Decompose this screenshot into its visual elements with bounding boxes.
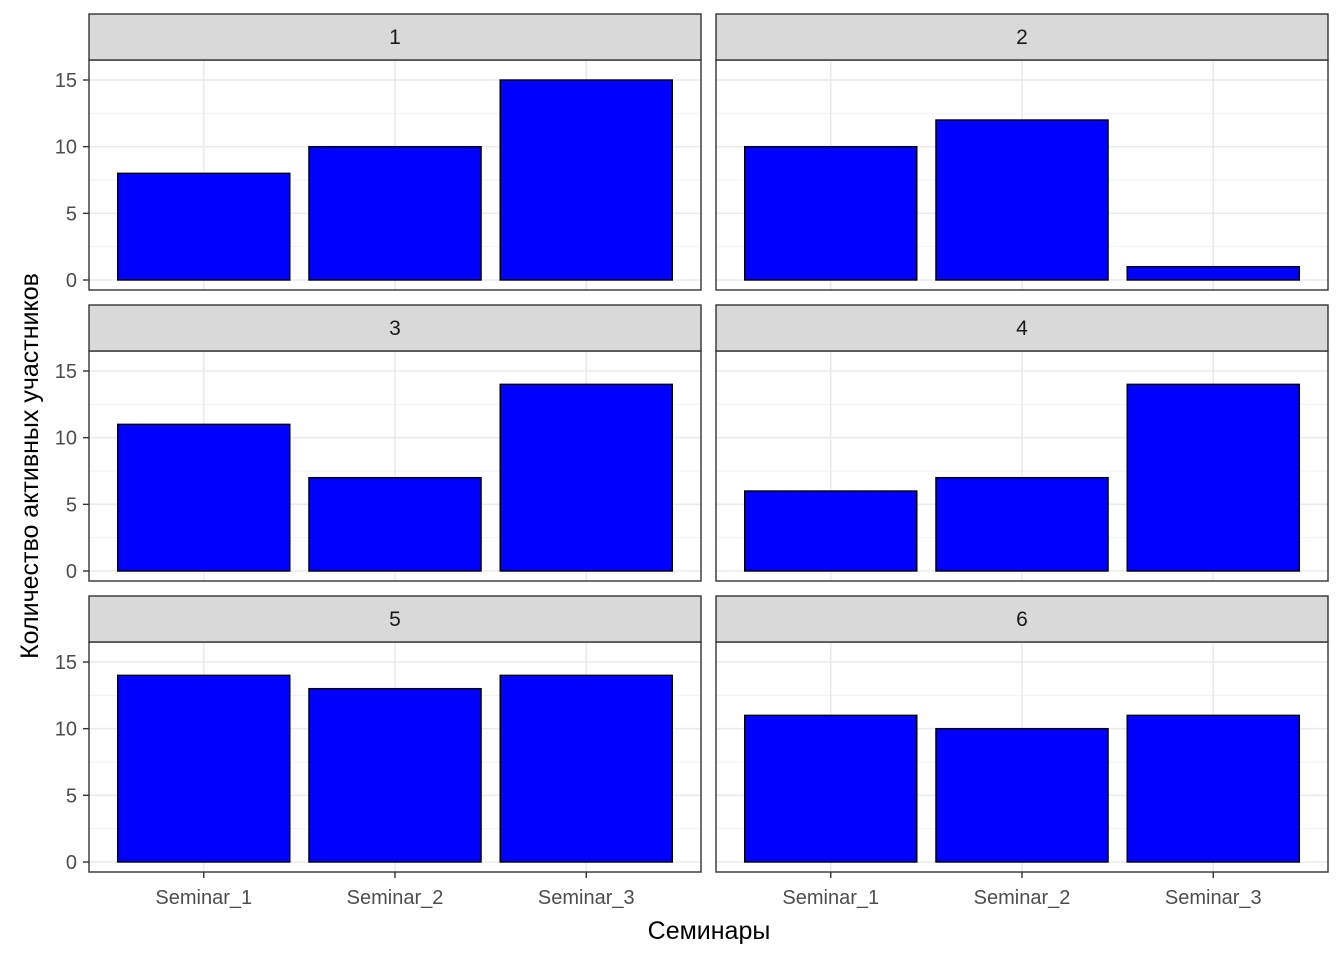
bar-seminar-1 — [116, 423, 291, 572]
panel-1: 1 — [88, 13, 702, 291]
strip-background — [715, 595, 1329, 643]
strip-background — [88, 595, 702, 643]
bar-seminar-3 — [499, 383, 674, 572]
y-tick-label: 15 — [55, 361, 77, 383]
panel-4: 4 — [715, 304, 1329, 582]
strip-label: 6 — [1016, 608, 1028, 631]
strip-label: 5 — [389, 608, 401, 631]
panel-5: 5 — [88, 595, 702, 873]
bar-seminar-3 — [1126, 383, 1301, 572]
x-tick-label: Seminar_2 — [347, 887, 444, 909]
bar-seminar-1 — [116, 172, 291, 281]
x-tick-label: Seminar_2 — [974, 887, 1071, 909]
y-tick-label: 15 — [55, 652, 77, 674]
y-tick-label: 10 — [55, 719, 77, 741]
bar-seminar-1 — [116, 674, 291, 863]
panel-3: 3 — [88, 304, 702, 582]
y-tick-label: 5 — [66, 785, 77, 807]
x-tick-label: Seminar_1 — [782, 887, 879, 909]
axes: 0 5 10 15 0 5 10 15 0 5 10 15 Seminar_1 Seminar_2 Semi… — [55, 70, 1262, 909]
strip-label: 1 — [389, 26, 401, 49]
strip-background — [715, 304, 1329, 352]
strip-label: 4 — [1016, 317, 1028, 340]
y-tick-label: 5 — [66, 203, 77, 225]
bar-seminar-1 — [743, 490, 918, 572]
strip-label: 2 — [1016, 26, 1028, 49]
panel-2: 2 — [715, 13, 1329, 291]
bar-seminar-1 — [743, 145, 918, 281]
x-tick-label: Seminar_3 — [1165, 887, 1262, 909]
bar-seminar-3 — [1126, 265, 1301, 281]
bar-seminar-3 — [499, 79, 674, 281]
bar-seminar-2 — [308, 145, 482, 281]
y-axis-title: Количество активных участников — [16, 273, 44, 659]
bar-seminar-2 — [935, 476, 1109, 572]
bar-seminar-1 — [743, 714, 918, 863]
bar-seminar-3 — [499, 674, 674, 863]
strip-background — [88, 13, 702, 61]
strip-background — [715, 13, 1329, 61]
y-tick-label: 5 — [66, 494, 77, 516]
bar-seminar-2 — [308, 687, 482, 863]
y-tick-label: 0 — [66, 852, 77, 874]
bar-seminar-3 — [1126, 714, 1301, 863]
y-tick-label: 0 — [66, 270, 77, 292]
panels: 1 2 3 4 5 6 — [88, 13, 1329, 873]
strip-background — [88, 304, 702, 352]
x-tick-label: Seminar_1 — [155, 887, 252, 909]
y-tick-label: 15 — [55, 70, 77, 92]
bar-seminar-2 — [308, 476, 482, 572]
bar-seminar-2 — [935, 727, 1109, 863]
strip-label: 3 — [389, 317, 401, 340]
x-axis-title: Семинары — [648, 917, 771, 945]
y-tick-label: 10 — [55, 428, 77, 450]
y-tick-label: 10 — [55, 137, 77, 159]
x-tick-label: Seminar_3 — [538, 887, 635, 909]
y-tick-label: 0 — [66, 561, 77, 583]
bar-seminar-2 — [935, 119, 1109, 281]
panel-6: 6 — [715, 595, 1329, 873]
